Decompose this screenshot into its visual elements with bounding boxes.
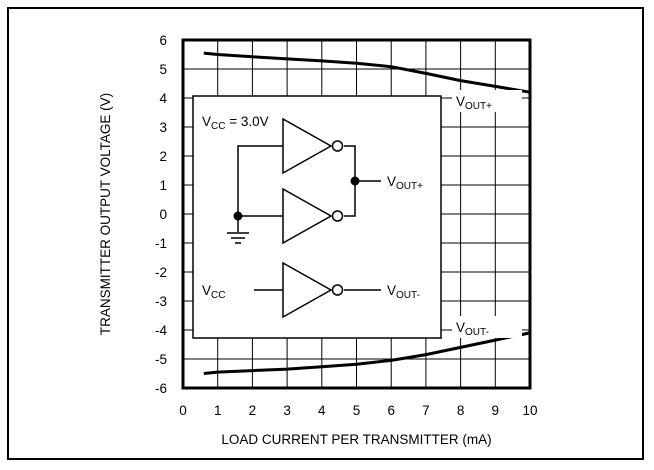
y-tick-label: -4: [155, 323, 167, 338]
series-label-background: [452, 316, 522, 338]
x-tick-label: 6: [387, 403, 395, 418]
y-tick-label: 0: [159, 207, 167, 222]
inverter-icon: [282, 117, 344, 175]
x-tick-label: 2: [249, 403, 257, 418]
inset-vout-plus-label: VOUT+: [387, 174, 423, 192]
y-axis-label: TRANSMITTER OUTPUT VOLTAGE (V): [98, 93, 113, 335]
x-tick-label: 0: [179, 403, 187, 418]
x-tick-label: 7: [422, 403, 430, 418]
y-tick-label: -5: [155, 352, 167, 367]
y-tick-labels: 6 5 4 3 2 1 0 -1 -2 -3 -4 -5 -6: [155, 33, 168, 396]
series-label-background: [452, 90, 522, 112]
inset-vcc-input-label: VCC: [202, 283, 225, 301]
y-tick-label: -3: [155, 294, 167, 309]
x-tick-label: 10: [522, 403, 537, 418]
inset-circuit: VCC = 3.0V: [192, 95, 442, 339]
series-labels: VOUT+ VOUT-: [452, 90, 522, 338]
y-tick-label: 4: [159, 91, 167, 106]
y-tick-label: 2: [159, 149, 167, 164]
inset-ground-icon: [227, 232, 249, 244]
inset-junction-dot: [350, 176, 360, 186]
inset-vout-minus-label: VOUT-: [387, 283, 420, 301]
series-label-vout-plus: VOUT+: [456, 94, 492, 112]
y-tick-label: -6: [155, 381, 167, 396]
y-tick-label: 3: [159, 120, 167, 135]
y-tick-label: -1: [155, 236, 167, 251]
x-axis-label: LOAD CURRENT PER TRANSMITTER (mA): [221, 432, 491, 447]
x-tick-label: 4: [318, 403, 326, 418]
x-tick-label: 8: [457, 403, 465, 418]
plot-border: [181, 38, 532, 390]
figure-frame: 6 5 4 3 2 1 0 -1 -2 -3 -4 -5 -6 0 1 2 3 4 5 6 7 8 9 10 TRANSMI…: [7, 7, 644, 460]
series-label-vout-minus: VOUT-: [456, 320, 489, 338]
y-tick-label: 5: [159, 62, 167, 77]
x-tick-label: 5: [353, 403, 361, 418]
x-tick-label: 1: [214, 403, 222, 418]
series-lines: [203, 51, 531, 375]
y-tick-label: -2: [155, 265, 167, 280]
inset-vcc-label: VCC = 3.0V: [202, 114, 269, 132]
x-tick-labels: 0 1 2 3 4 5 6 7 8 9 10: [179, 403, 537, 418]
x-tick-label: 9: [492, 403, 500, 418]
inverter-icon: [282, 261, 344, 319]
y-tick-label: 1: [159, 178, 167, 193]
y-tick-label: 6: [159, 33, 167, 48]
series-line-vout-minus: [203, 331, 531, 375]
inset-junction-dot: [233, 211, 243, 221]
x-tick-label: 3: [283, 403, 291, 418]
inverter-icon: [282, 187, 344, 245]
series-line-vout-plus: [203, 51, 531, 94]
